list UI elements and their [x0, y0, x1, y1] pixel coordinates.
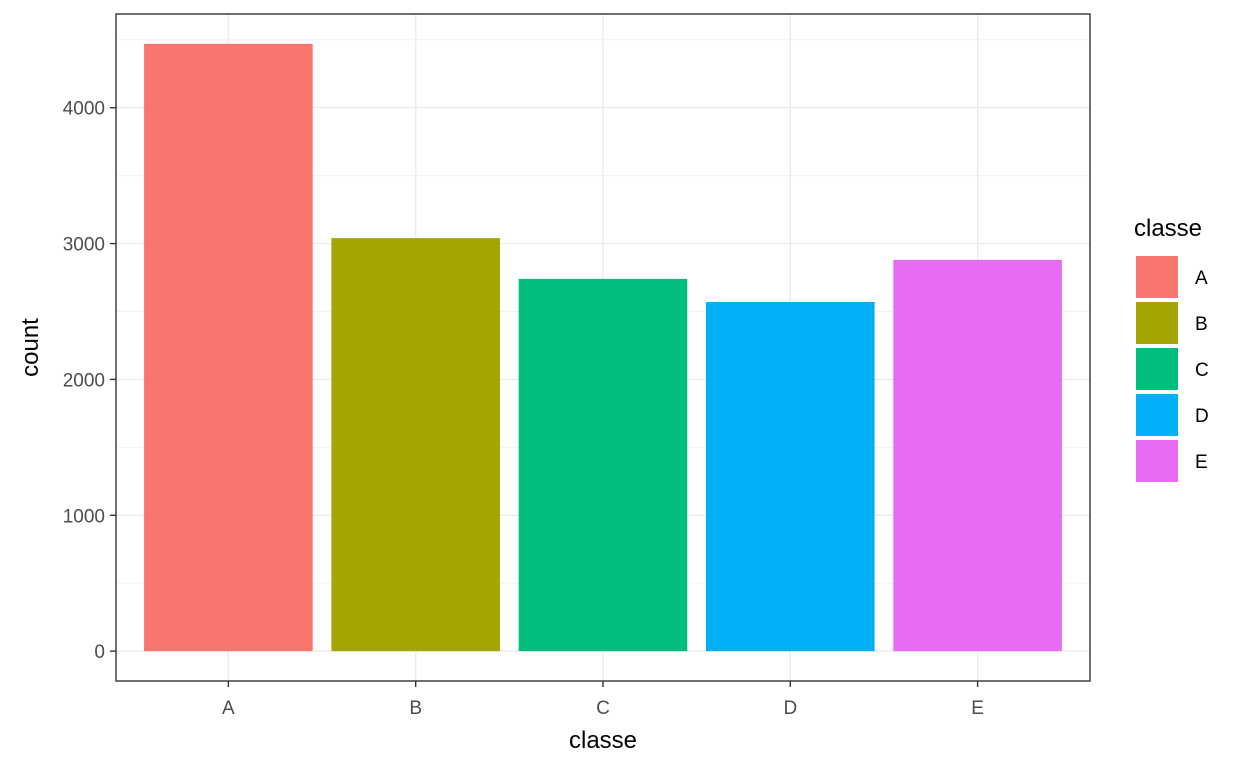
legend-key-a: [1136, 256, 1178, 298]
x-tick-label: B: [409, 698, 422, 719]
legend-title: classe: [1134, 215, 1202, 242]
y-tick-label: 3000: [63, 235, 105, 256]
x-tick-label: C: [596, 698, 610, 719]
bar-c: [518, 278, 688, 652]
axes: 0 1000 2000 3000 4000 A B C D E: [63, 99, 984, 719]
bar-a: [144, 43, 313, 652]
y-tick-label: 4000: [63, 99, 105, 120]
legend: classe A B C D E: [1134, 215, 1209, 482]
legend-key-e: [1136, 440, 1178, 482]
bar-b: [331, 238, 500, 652]
legend-label: B: [1195, 314, 1208, 335]
bar-d: [706, 301, 875, 652]
legend-label: A: [1195, 268, 1208, 289]
y-tick-label: 2000: [63, 370, 105, 391]
y-tick-label: 0: [94, 642, 105, 663]
legend-label: D: [1195, 406, 1209, 427]
legend-key-d: [1136, 394, 1178, 436]
bars: [144, 43, 1062, 652]
x-tick-label: D: [783, 698, 797, 719]
bar-e: [893, 259, 1062, 652]
x-axis-title: classe: [569, 727, 637, 754]
y-tick-label: 1000: [63, 506, 105, 527]
y-axis-title: count: [17, 318, 44, 377]
x-tick-label: E: [971, 698, 984, 719]
legend-key-b: [1136, 302, 1178, 344]
legend-key-c: [1136, 348, 1178, 390]
x-tick-label: A: [222, 698, 235, 719]
legend-label: E: [1195, 452, 1208, 473]
legend-label: C: [1195, 360, 1209, 381]
